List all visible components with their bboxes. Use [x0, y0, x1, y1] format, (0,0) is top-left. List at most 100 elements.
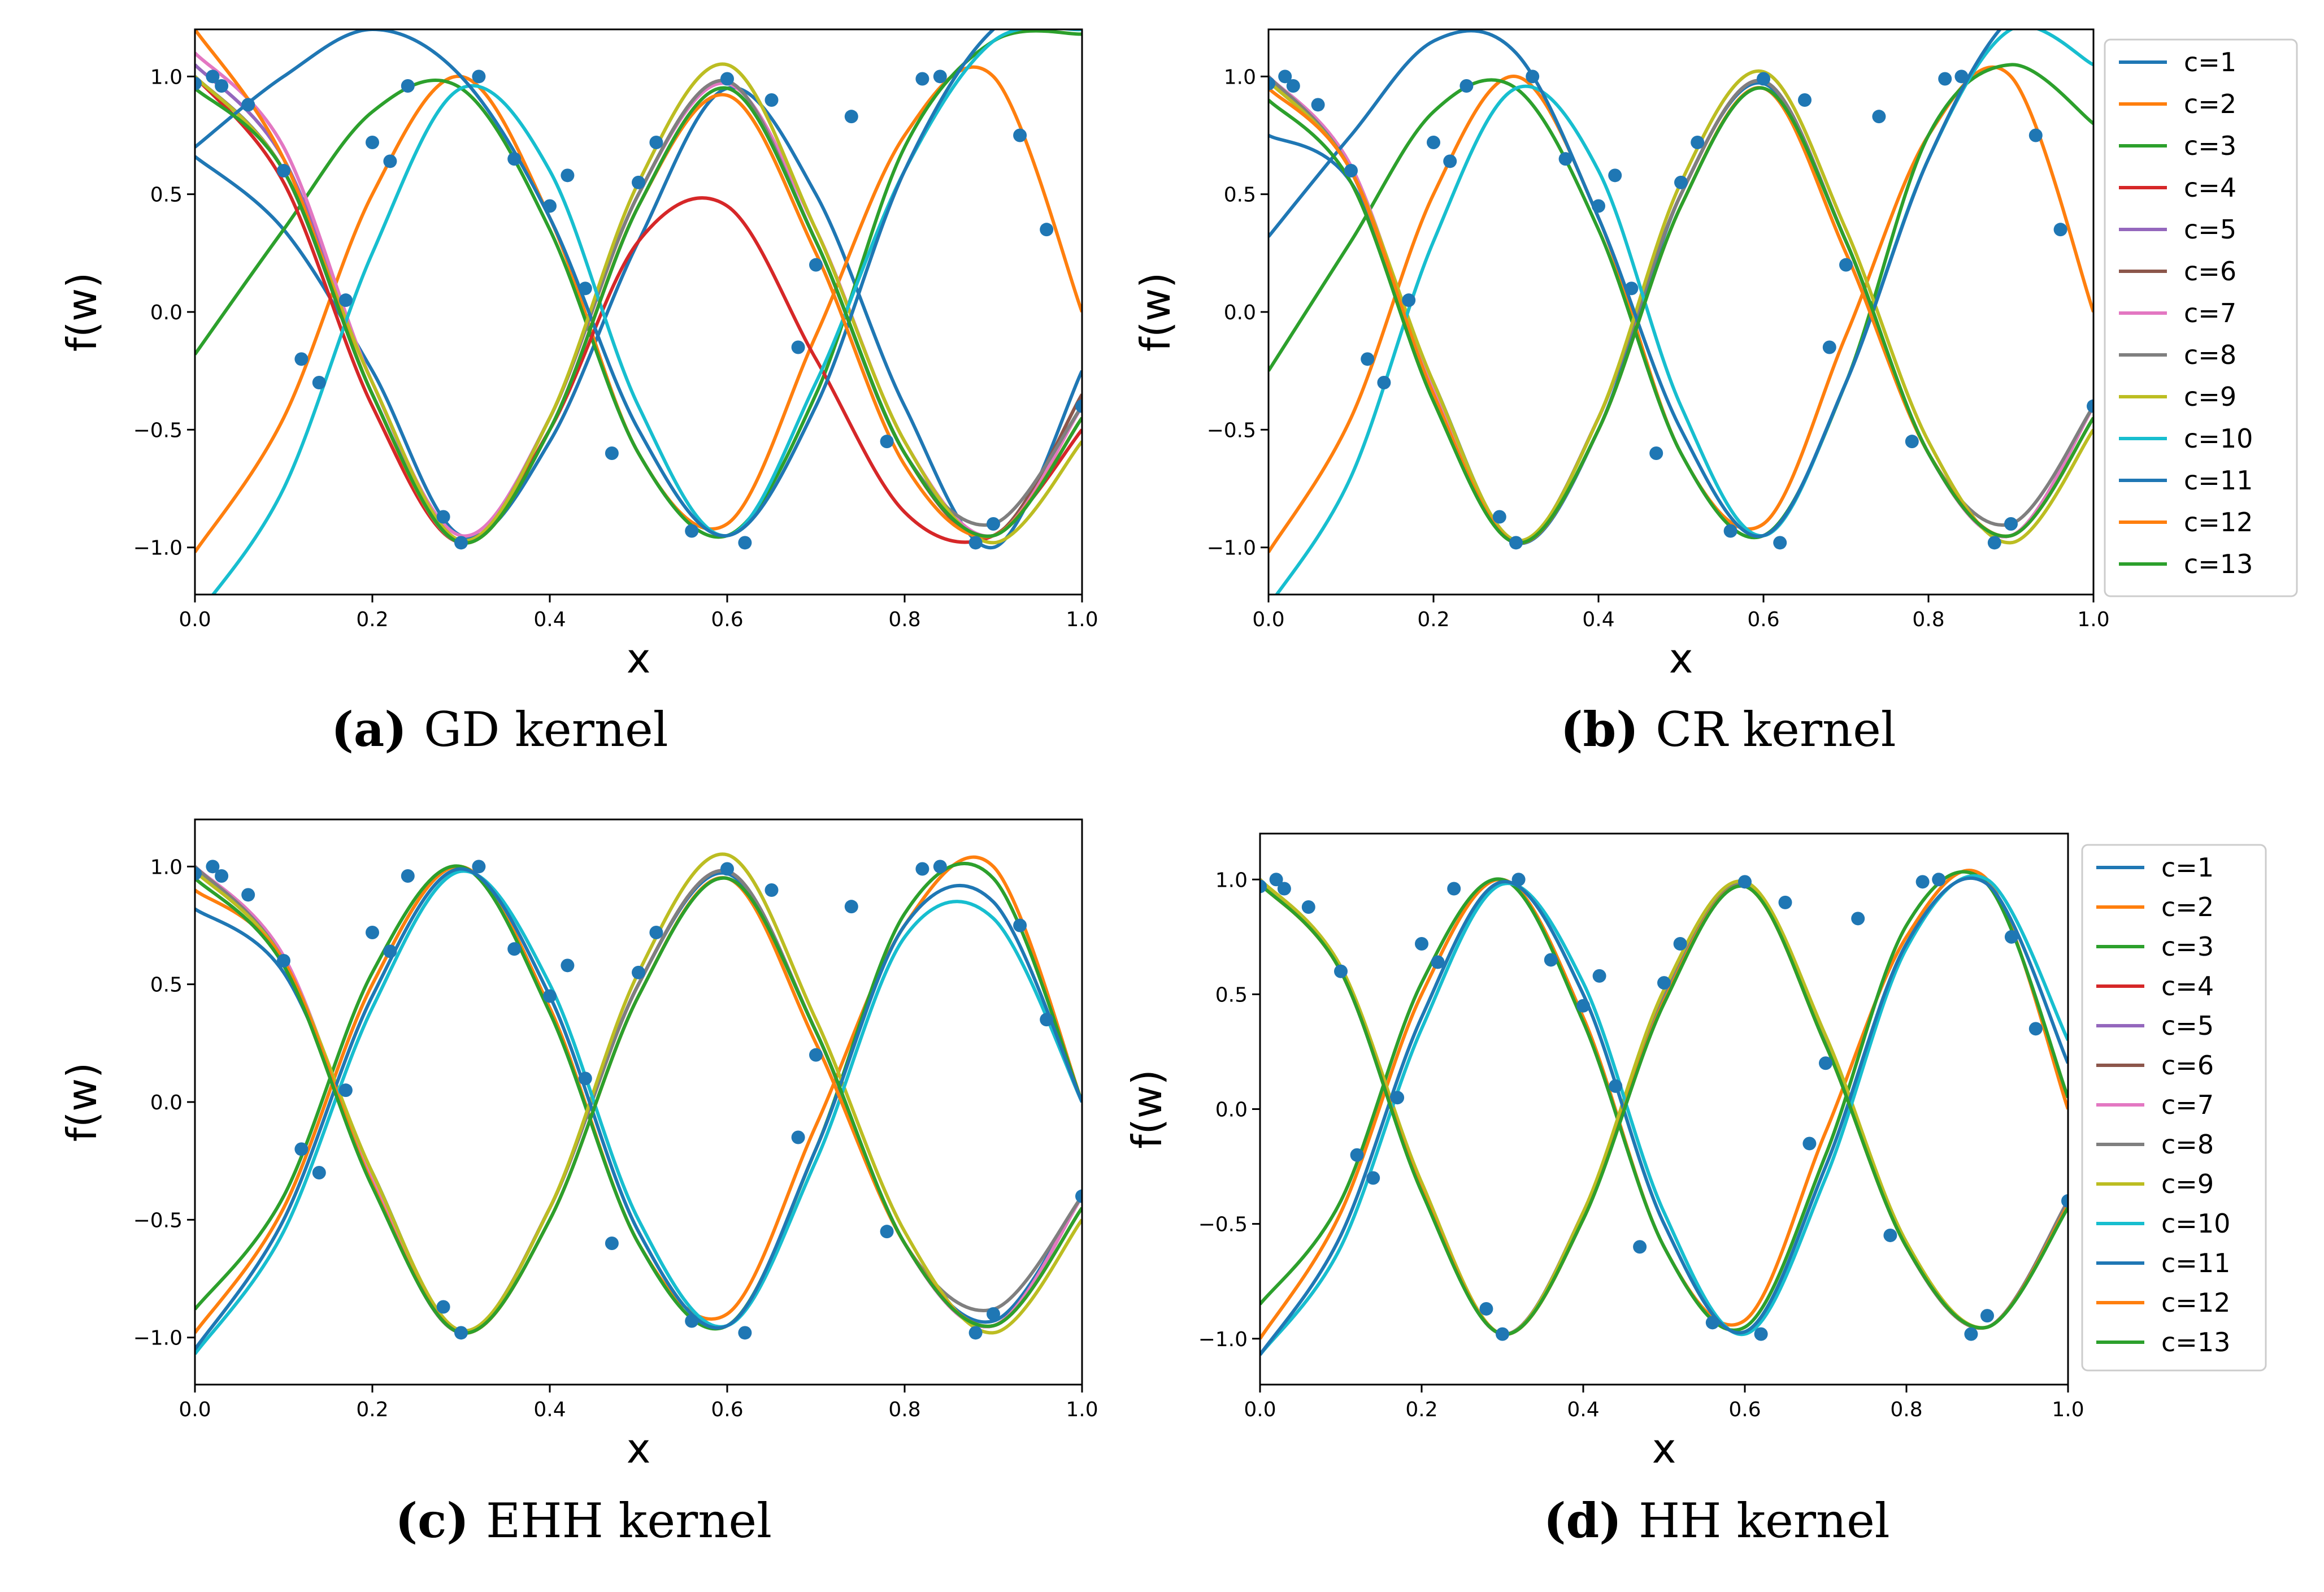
- data-point: [1040, 1013, 1054, 1027]
- data-point: [1954, 70, 1969, 84]
- data-point: [1987, 536, 2001, 550]
- data-point: [649, 926, 663, 939]
- y-tick-label: 1.0: [1224, 66, 1256, 89]
- caption-text-a: GD kernel: [424, 702, 668, 757]
- data-point: [764, 93, 779, 107]
- legend-box: [2104, 38, 2298, 597]
- data-point: [1915, 875, 1930, 889]
- series-line-c-10: [195, 869, 1082, 1355]
- series-line-c-3: [195, 861, 1082, 1331]
- series-line-c-11: [195, 867, 1082, 1351]
- series-line-c-3: [195, 29, 1082, 539]
- data-point: [383, 154, 397, 168]
- data-point: [915, 862, 929, 876]
- data-point: [1964, 1327, 1978, 1341]
- data-point: [1447, 882, 1461, 896]
- data-point: [1402, 293, 1416, 307]
- data-point: [1277, 882, 1291, 896]
- data-point: [1377, 376, 1391, 389]
- y-tick-label: 0.0: [1215, 1099, 1248, 1122]
- legend-label: c=6: [2184, 256, 2236, 287]
- x-tick-label: 0.2: [356, 1398, 388, 1421]
- data-point: [1673, 937, 1687, 951]
- data-point: [294, 1142, 309, 1156]
- legend-label: c=12: [2184, 507, 2253, 537]
- legend-label: c=9: [2161, 1169, 2214, 1199]
- legend-label: c=7: [2161, 1090, 2214, 1120]
- data-point: [338, 1083, 353, 1098]
- data-point: [1738, 875, 1752, 889]
- data-point: [1691, 136, 1705, 149]
- data-point: [312, 376, 326, 389]
- data-point: [1415, 937, 1428, 951]
- data-point: [2028, 128, 2043, 142]
- legend-label: c=11: [2161, 1248, 2230, 1278]
- panel-d: 0.0 0.2 0.4 0.6 0.8 1.0 −1.0 −0.5 0.0 0.5 1.0 x f(w)…: [1123, 832, 2267, 1472]
- data-point: [968, 1326, 983, 1340]
- plot-series-group: [195, 29, 1082, 595]
- data-point: [277, 954, 290, 968]
- data-point: [277, 164, 290, 177]
- data-point: [1075, 1189, 1082, 1203]
- data-point: [1269, 873, 1283, 887]
- y-axis-label: f(w): [1132, 272, 1179, 352]
- data-point: [1822, 340, 1836, 354]
- series-line-c-4: [195, 75, 1082, 545]
- data-point: [338, 293, 353, 307]
- y-tick-label: −0.5: [133, 419, 183, 442]
- data-point: [1479, 1302, 1493, 1316]
- data-point: [436, 510, 450, 524]
- data-point: [578, 1072, 592, 1086]
- x-tick-label: 1.0: [1066, 608, 1098, 631]
- data-point: [605, 446, 619, 460]
- x-axis-label: x: [1652, 1425, 1676, 1472]
- data-point: [791, 1130, 805, 1144]
- y-tick-label: −0.5: [1198, 1213, 1248, 1237]
- data-point: [1278, 70, 1292, 84]
- series-line-c-11: [1269, 29, 2002, 538]
- data-point: [1798, 93, 1812, 107]
- data-point: [215, 869, 229, 883]
- legend-label: c=8: [2161, 1129, 2214, 1160]
- data-point: [1509, 536, 1523, 550]
- data-point: [1633, 1240, 1647, 1254]
- data-point: [844, 110, 858, 124]
- y-axis-label: f(w): [58, 1062, 106, 1142]
- panel-a: 0.0 0.2 0.4 0.6 0.8 1.0 −1.0 −0.5 0.0 0.5 1.0 x f(w): [58, 28, 1098, 682]
- panel-c: 0.0 0.2 0.4 0.6 0.8 1.0 −1.0 −0.5 0.0 0.5 1.0 x f(w): [58, 818, 1098, 1472]
- series-line-c-9: [195, 62, 1082, 545]
- x-axis-label: x: [627, 635, 651, 682]
- legend-label: c=8: [2184, 340, 2236, 370]
- legend-label: c=13: [2184, 549, 2253, 579]
- data-point: [1905, 435, 1919, 449]
- legend-label: c=1: [2184, 47, 2236, 77]
- series-line-c-9: [1269, 69, 2093, 545]
- data-point: [809, 258, 823, 272]
- data-point: [1301, 900, 1315, 914]
- data-point: [1311, 98, 1325, 112]
- data-point: [1260, 879, 1267, 893]
- x-tick-label: 0.0: [179, 1398, 211, 1421]
- data-point: [968, 536, 983, 550]
- y-tick-label: 0.0: [1224, 301, 1256, 324]
- data-point: [933, 70, 947, 84]
- caption-letter-c: (c): [395, 1493, 469, 1548]
- caption-letter-d: (d): [1544, 1493, 1622, 1548]
- data-point: [1819, 1056, 1832, 1070]
- data-point: [195, 866, 202, 880]
- data-point: [215, 79, 229, 93]
- x-tick-label: 0.4: [533, 1398, 566, 1421]
- data-point: [880, 1225, 894, 1239]
- data-point: [543, 199, 557, 213]
- data-point: [1544, 953, 1558, 967]
- legend-label: c=7: [2184, 298, 2236, 328]
- data-point: [764, 883, 779, 897]
- x-tick-label: 0.0: [1252, 608, 1284, 631]
- x-axis-label: x: [1669, 635, 1693, 682]
- data-point: [2004, 930, 2018, 944]
- data-point: [561, 958, 575, 973]
- x-tick-label: 0.8: [1890, 1398, 1922, 1421]
- data-point: [1674, 175, 1688, 189]
- data-point: [366, 926, 379, 939]
- legend-label: c=4: [2161, 971, 2214, 1001]
